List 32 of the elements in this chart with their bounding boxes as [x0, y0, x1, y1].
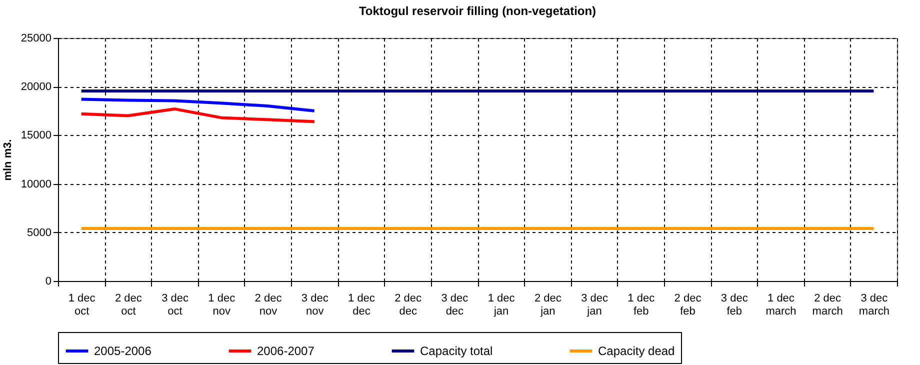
x-tick-label: 1 dec feb [628, 292, 656, 318]
line-series [80, 107, 316, 124]
y-tick-label: 15000 [20, 130, 52, 142]
x-tick-label: 1 dec oct [68, 292, 96, 318]
legend-label: Capacity total [420, 344, 493, 358]
y-tick-label: 10000 [20, 178, 52, 190]
x-tick-label: 2 dec oct [114, 292, 142, 318]
x-tick-label: 3 dec jan [581, 292, 608, 318]
x-tick-label: 3 dec march [858, 292, 890, 318]
y-tick-label: 25000 [20, 32, 52, 44]
x-tick-label: 2 dec jan [534, 292, 562, 318]
line-series [80, 98, 316, 112]
x-tick-label: 3 dec nov [301, 292, 329, 318]
legend-label: Capacity dead [598, 344, 675, 358]
x-tick-label: 1 dec dec [348, 292, 376, 318]
x-tick-label: 2 dec feb [674, 292, 702, 318]
chart-title: Toktogul reservoir filling (non-vegetation) [358, 4, 596, 18]
y-tick-label: 0 [45, 276, 52, 288]
x-tick-label: 3 dec feb [720, 292, 748, 318]
y-tick-label: 5000 [27, 226, 52, 239]
x-tick-label: 2 dec nov [254, 292, 282, 318]
x-tick-label: 2 dec dec [394, 292, 422, 318]
y-axis-title: mln m3. [2, 139, 14, 181]
x-tick-label: 3 dec dec [441, 292, 469, 318]
x-tick-label: 1 dec march [766, 292, 796, 318]
x-tick-label: 1 dec nov [208, 292, 236, 318]
x-tick-label: 3 dec oct [162, 292, 189, 318]
legend-label: 2006-2007 [257, 344, 315, 358]
y-tick-label: 20000 [20, 81, 52, 94]
x-tick-label: 1 dec jan [488, 292, 516, 318]
legend-label: 2005-2006 [94, 344, 152, 358]
x-tick-label: 2 dec march [812, 292, 843, 318]
